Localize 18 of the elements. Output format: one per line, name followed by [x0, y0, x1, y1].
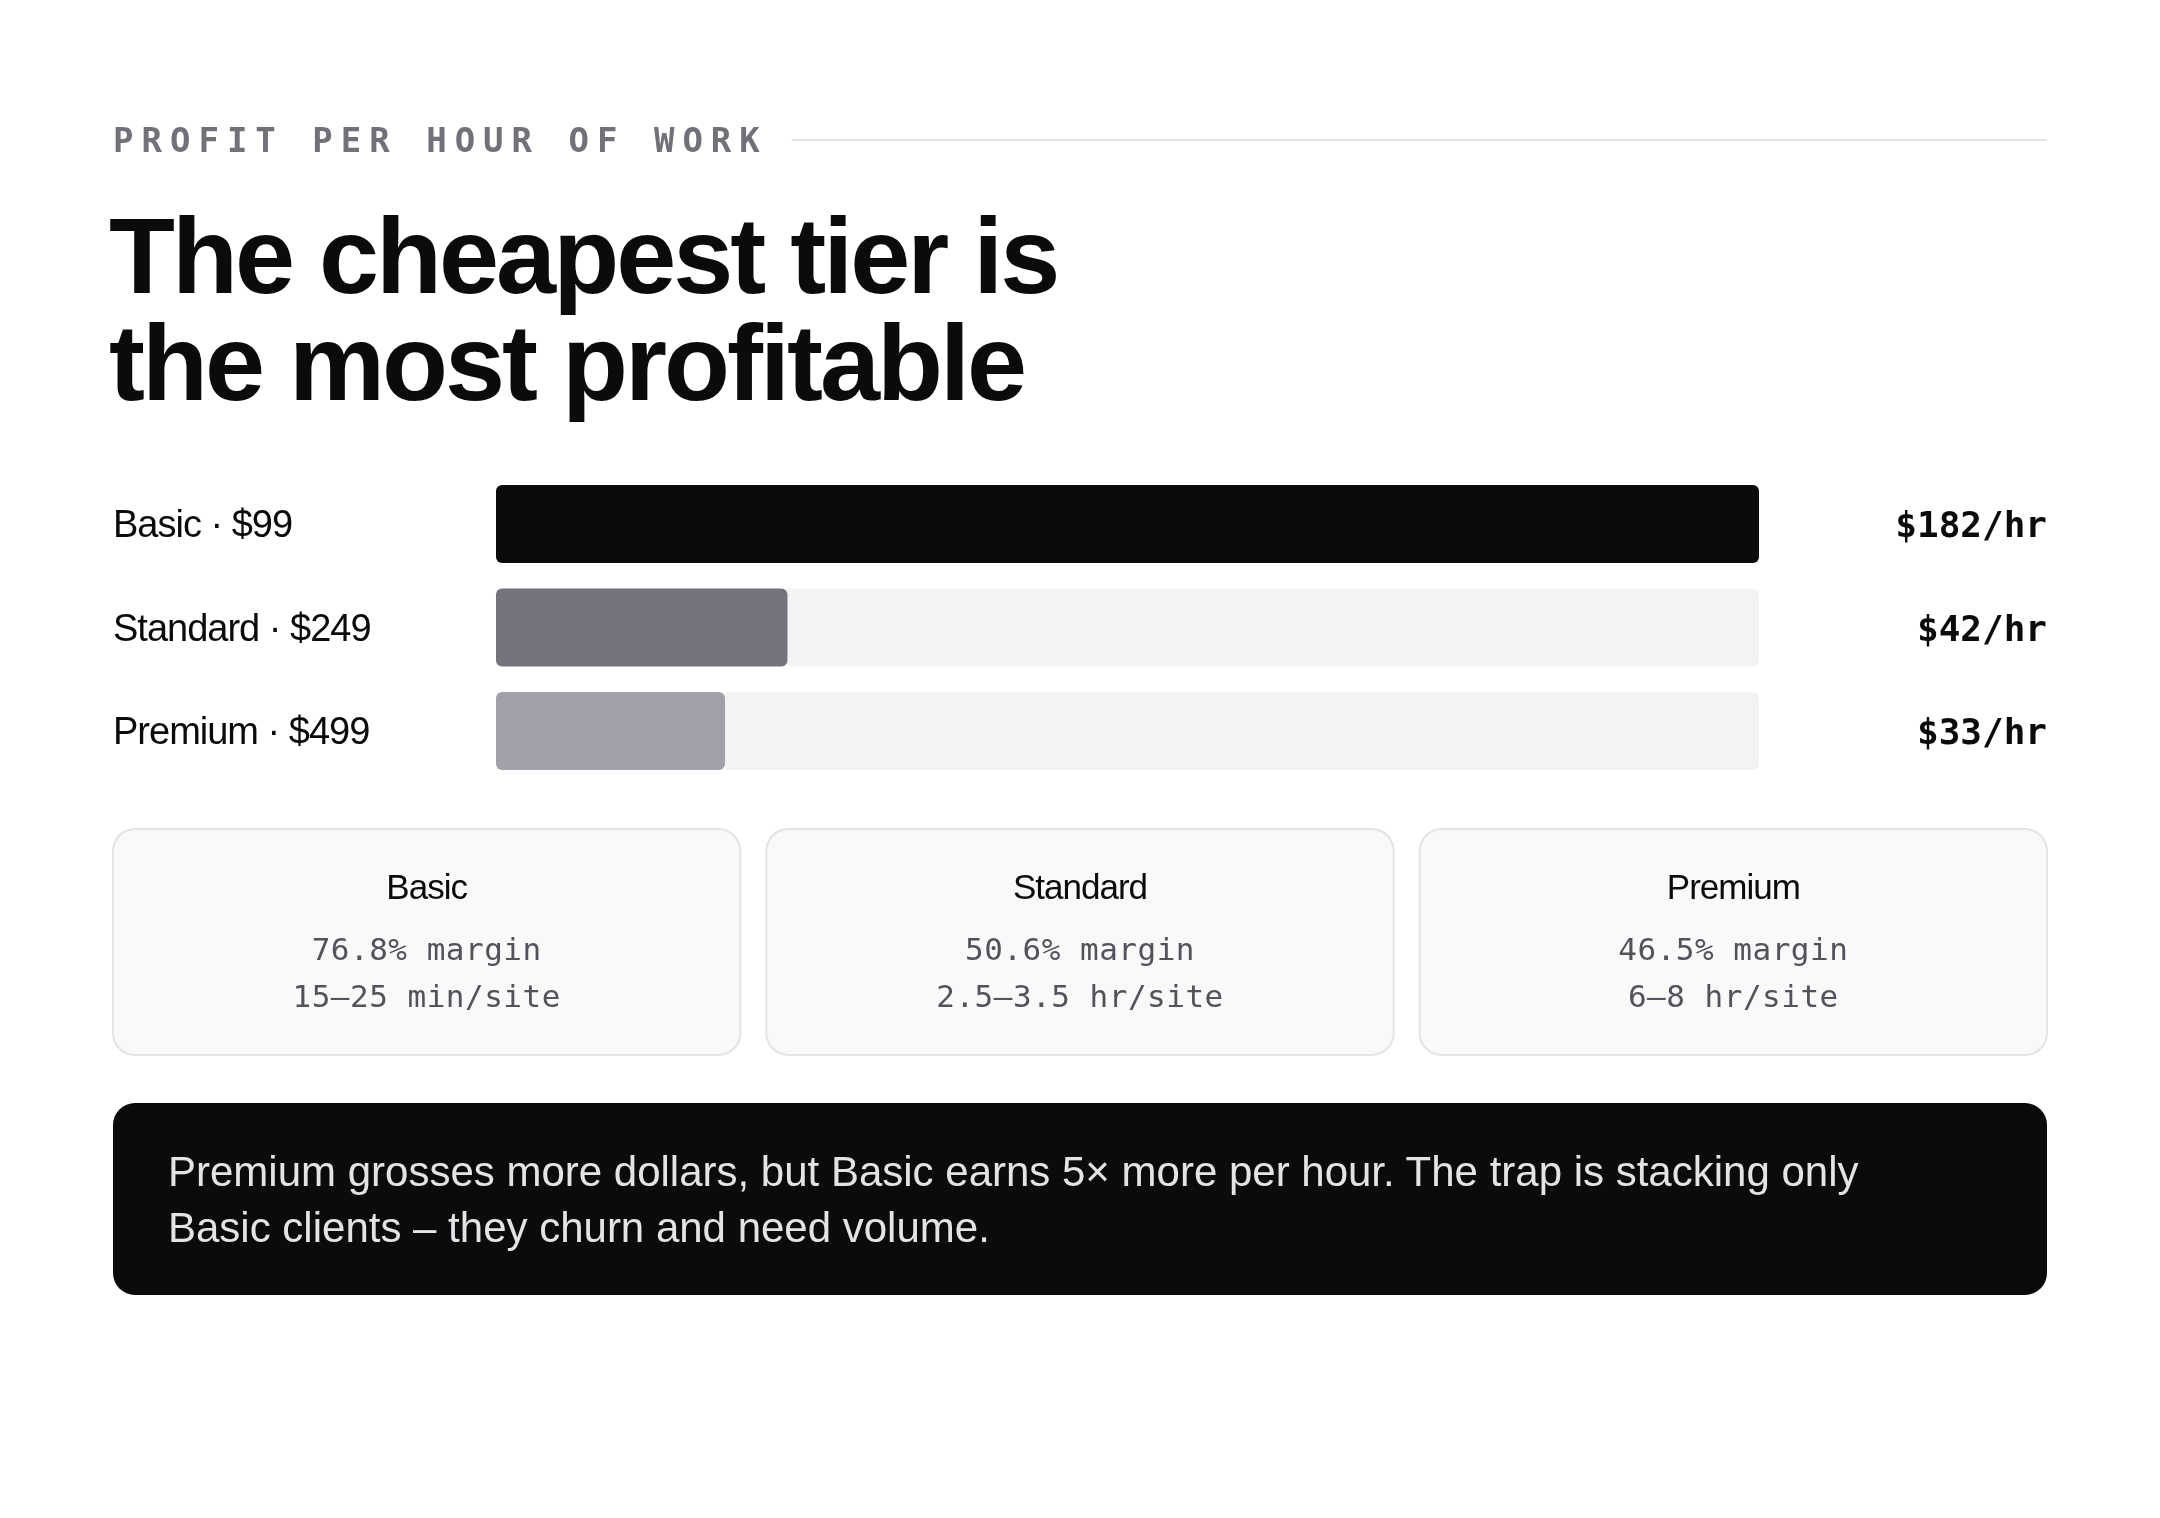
y-tick-label: Standard · $249: [113, 606, 371, 649]
text: 50.6% margin: [965, 931, 1195, 967]
text: Standard: [1012, 867, 1148, 906]
text: Premium grosses more dollars, but Basic earns 5× more per hour. The trap is stacking only Basic clients – they churn and need volume.: [168, 1148, 1859, 1251]
chart-subtitle: PROFIT PER HOUR OF WORK: [113, 120, 768, 160]
text: 15–25 min/site: [292, 978, 561, 1014]
data-label: $182/hr: [1895, 503, 2047, 545]
chart-title: The cheapest tier is the most profitable: [109, 195, 1058, 423]
text: Basic: [386, 867, 468, 906]
data-label: $33/hr: [1916, 710, 2047, 752]
text: Premium: [1666, 867, 1800, 906]
text: 2.5–3.5 hr/site: [936, 978, 1224, 1014]
data-label: $42/hr: [1916, 607, 2047, 648]
y-tick-label: Basic · $99: [113, 503, 293, 545]
text: 46.5% margin: [1618, 931, 1849, 967]
text: 76.8% margin: [311, 931, 542, 967]
text: 6–8 hr/site: [1627, 978, 1839, 1014]
y-tick-label: Premium · $499: [113, 710, 370, 752]
